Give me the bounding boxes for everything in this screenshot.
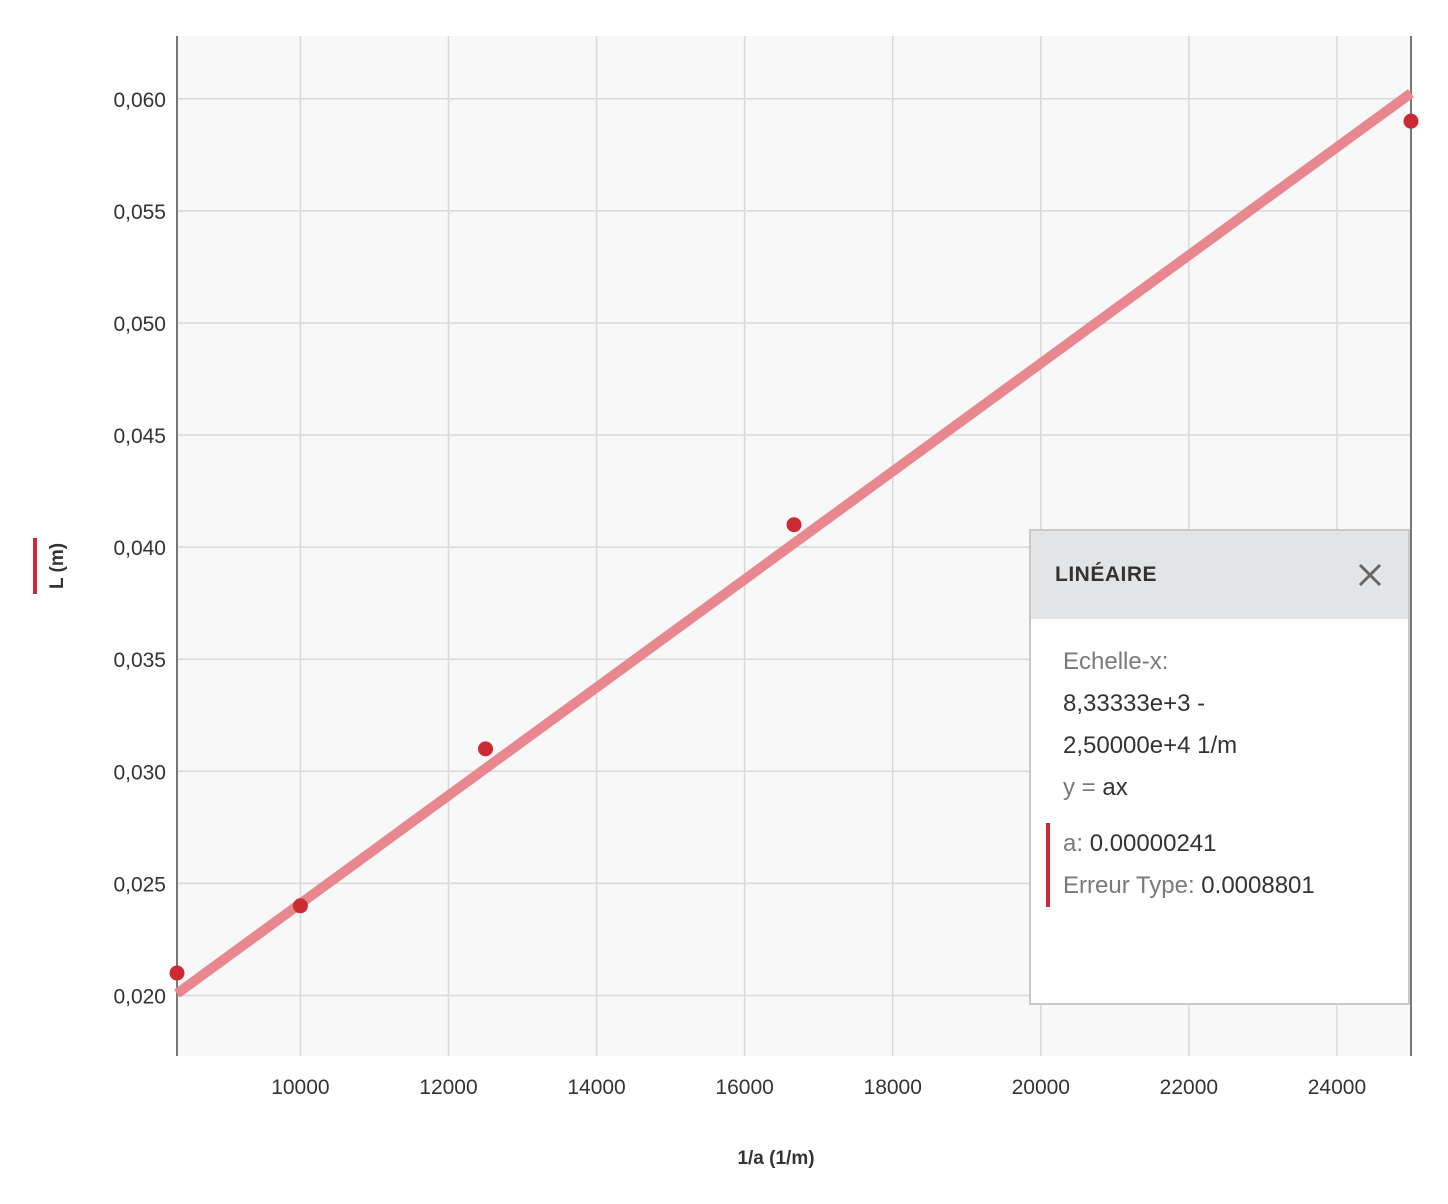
equation-rhs: ax — [1102, 774, 1128, 801]
y-tick-label: 0,060 — [113, 89, 166, 112]
fit-line — [174, 89, 1414, 998]
std-error: Erreur Type: 0.0008801 — [1063, 865, 1408, 907]
fit-parameters: a: 0.00000241 Erreur Type: 0.0008801 — [1046, 823, 1408, 907]
x-tick-label: 16000 — [715, 1076, 773, 1099]
x-tick-label: 10000 — [271, 1076, 329, 1099]
equation-lhs: y = — [1063, 774, 1096, 801]
std-error-value: 0.0008801 — [1201, 872, 1315, 899]
y-tick-label: 0,040 — [113, 537, 166, 560]
fit-line-layer — [174, 89, 1414, 998]
y-tick-label: 0,020 — [113, 985, 166, 1008]
fit-panel-body: Echelle-x: 8,33333e+3 - 2,50000e+4 1/m y… — [1031, 619, 1408, 907]
x-tick-label: 14000 — [567, 1076, 625, 1099]
std-error-label: Erreur Type: — [1063, 872, 1195, 899]
fit-panel-header: LINÉAIRE — [1031, 531, 1408, 619]
y-tick-label: 0,025 — [113, 873, 166, 896]
close-icon — [1358, 563, 1382, 587]
tick-labels: 10000 12000 14000 16000 18000 20000 22000 24000… — [113, 89, 1366, 1099]
data-point[interactable] — [169, 965, 185, 981]
x-tick-label: 12000 — [419, 1076, 477, 1099]
y-tick-label: 0,030 — [113, 761, 166, 784]
fit-equation: y = ax — [1063, 767, 1408, 809]
scale-range-start: 8,33333e+3 - — [1063, 690, 1206, 717]
x-axis-title: 1/a (1/m) — [737, 1148, 814, 1169]
param-a-label: a: — [1063, 830, 1084, 857]
x-tick-label: 22000 — [1160, 1076, 1218, 1099]
data-point[interactable] — [478, 741, 494, 757]
scale-label: Echelle-x: — [1063, 648, 1169, 675]
scale-range-end: 2,50000e+4 1/m — [1063, 732, 1238, 759]
data-point[interactable] — [786, 517, 802, 533]
close-button[interactable] — [1350, 555, 1390, 595]
linear-fit-panel: LINÉAIRE Echelle-x: 8,33333e+3 - 2,50000… — [1029, 529, 1410, 1005]
y-tick-label: 0,050 — [113, 313, 166, 336]
data-points[interactable] — [169, 113, 1419, 981]
data-point[interactable] — [1403, 113, 1419, 129]
y-tick-label: 0,035 — [113, 649, 166, 672]
fit-panel-title: LINÉAIRE — [1055, 563, 1158, 586]
y-tick-label: 0,055 — [113, 201, 166, 224]
y-tick-label: 0,045 — [113, 425, 166, 448]
x-tick-label: 20000 — [1012, 1076, 1070, 1099]
axes — [176, 36, 1412, 1056]
y-axis-series-marker — [33, 538, 37, 594]
x-tick-label: 18000 — [864, 1076, 922, 1099]
param-a: a: 0.00000241 — [1063, 823, 1408, 865]
x-tick-label: 24000 — [1308, 1076, 1366, 1099]
y-axis-title: L (m) — [47, 543, 68, 589]
param-a-value: 0.00000241 — [1089, 830, 1217, 857]
data-point[interactable] — [292, 898, 308, 914]
